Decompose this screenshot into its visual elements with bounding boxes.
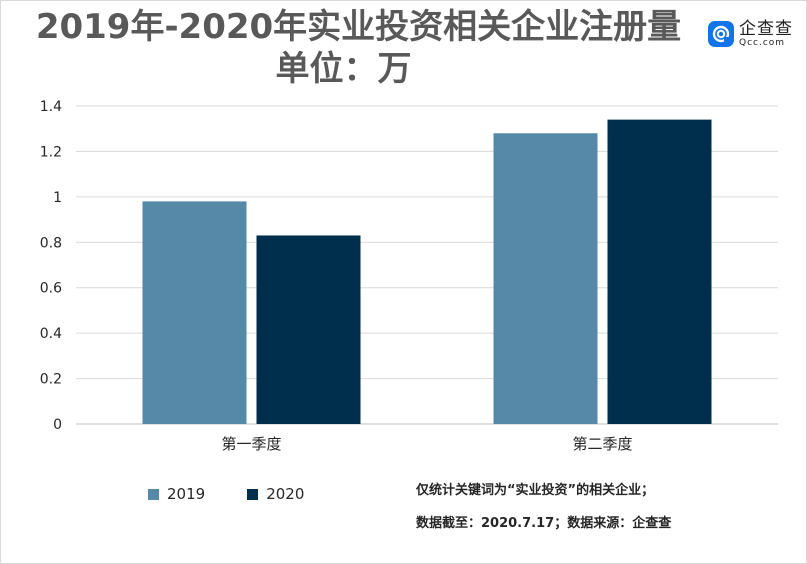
y-tick-label: 0.4	[40, 326, 62, 342]
legend-swatch-2020	[247, 488, 259, 500]
bar-2019-1	[142, 201, 247, 424]
x-tick-label: 第二季度	[572, 435, 632, 453]
x-tick-label: 第一季度	[221, 435, 281, 453]
qcc-logo: 企查查 Qcc.com	[708, 18, 793, 50]
logo-name: 企查查	[739, 19, 793, 39]
legend-item-2019: 2019	[148, 485, 205, 503]
qcc-logo-icon	[708, 21, 734, 47]
y-tick-label: 0	[53, 417, 62, 433]
y-tick-label: 1.4	[40, 99, 62, 115]
y-tick-label: 0.8	[40, 235, 62, 251]
title-line-1: 2019年-2020年实业投资相关企业注册量	[35, 7, 682, 47]
legend-item-2020: 2020	[247, 485, 304, 503]
legend-swatch-2019	[148, 488, 159, 500]
bar-2020-2	[607, 119, 712, 424]
legend: 2019 2020	[148, 485, 346, 503]
bar-2019-2	[493, 133, 598, 424]
legend-label-2020: 2020	[266, 485, 305, 503]
y-tick-label: 0.6	[40, 281, 62, 297]
title-line-2: 单位：万	[275, 49, 412, 89]
footnote: 仅统计关键词为“实业投资”的相关企业； 数据截至：2020.7.17；数据来源：…	[416, 474, 671, 540]
bar-2020-1	[256, 235, 361, 424]
footnote-line-1: 仅统计关键词为“实业投资”的相关企业；	[416, 483, 655, 498]
y-tick-label: 1	[53, 190, 62, 206]
legend-label-2019: 2019	[167, 485, 206, 503]
y-tick-label: 1.2	[40, 144, 62, 160]
footnote-line-2: 数据截至：2020.7.17；数据来源：企查查	[416, 516, 672, 531]
chart-title: 2019年-2020年实业投资相关企业注册量 单位：万	[0, 6, 807, 90]
y-tick-label: 0.2	[40, 372, 62, 388]
logo-domain: Qcc.com	[739, 38, 786, 48]
